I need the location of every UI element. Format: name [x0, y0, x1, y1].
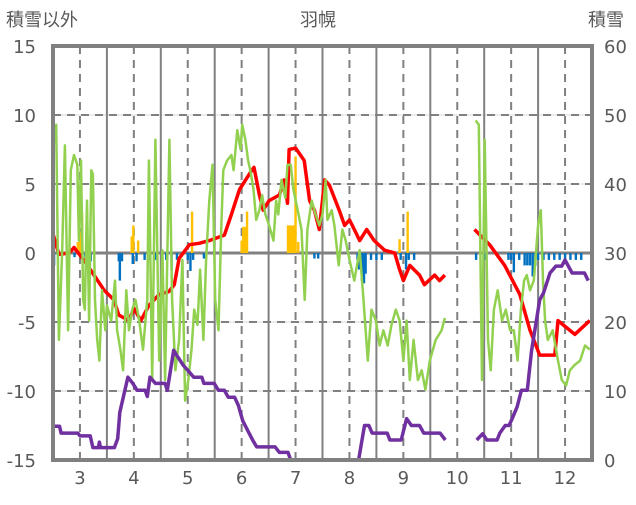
blue-bar: [369, 253, 373, 260]
blue-bar: [531, 253, 534, 277]
orange-bar: [286, 225, 290, 253]
y-right-tick-label: 40: [604, 175, 627, 196]
blue-bar: [399, 253, 402, 260]
blue-bar: [509, 253, 513, 260]
blue-bar: [569, 253, 572, 260]
orange-bar: [190, 211, 194, 253]
blue-bar: [186, 253, 189, 260]
left-axis-label: 積雪以外: [6, 10, 78, 31]
chart-title: 羽幌: [300, 10, 336, 31]
y-left-tick-label: 5: [25, 175, 36, 196]
y-right-tick-label: 0: [604, 451, 615, 472]
x-tick-label: 3: [74, 468, 85, 489]
x-tick-label: 4: [128, 468, 139, 489]
x-tick-label: 11: [500, 468, 523, 489]
blue-bar: [189, 253, 192, 271]
orange-bar: [78, 232, 82, 253]
y-right-tick-label: 50: [604, 106, 627, 127]
y-left-tick-label: 0: [25, 244, 36, 265]
y-left-tick-label: 10: [13, 106, 36, 127]
y-right-tick-label: 10: [604, 382, 627, 403]
orange-bar: [398, 239, 401, 253]
orange-bar: [245, 211, 249, 253]
blue-bar: [357, 253, 361, 270]
blue-bar: [523, 253, 526, 266]
lines: [51, 119, 591, 462]
x-tick-label: 9: [398, 468, 409, 489]
blue-bar: [558, 253, 561, 260]
blue-bar: [375, 253, 378, 260]
orange-bar: [288, 225, 292, 253]
blue-bar: [404, 253, 408, 270]
orange-bar: [406, 211, 409, 253]
blue-bar: [135, 253, 138, 262]
x-tick-label: 10: [446, 468, 469, 489]
blue-bar: [528, 253, 532, 266]
green-series-line: [51, 119, 591, 402]
blue-bar: [474, 253, 478, 260]
orange-bar: [240, 240, 243, 253]
blue-bar: [536, 253, 540, 260]
x-tick-label: 7: [290, 468, 301, 489]
orange-bar: [132, 225, 135, 253]
right-axis-label: 積雪: [588, 10, 624, 31]
y-right-tick-label: 60: [604, 37, 627, 58]
blue-bar: [412, 253, 416, 260]
x-tick-label: 8: [344, 468, 355, 489]
blue-bar: [316, 253, 320, 259]
y-left-tick-label: -10: [7, 382, 36, 403]
blue-bar: [507, 253, 510, 260]
orange-bar: [76, 241, 79, 253]
blue-bar: [380, 253, 383, 260]
blue-bar: [580, 253, 583, 260]
blue-bar: [313, 253, 316, 259]
blue-bar: [563, 253, 567, 260]
orange-bar: [291, 225, 294, 253]
blue-bar: [154, 253, 157, 260]
blue-bar: [547, 253, 551, 260]
blue-bar: [526, 253, 529, 266]
orange-bar: [297, 241, 300, 253]
blue-bar: [407, 253, 410, 260]
y-right-tick-label: 30: [604, 244, 627, 265]
orange-bar: [136, 240, 140, 253]
x-tick-label: 5: [182, 468, 193, 489]
purple-series-line: [53, 258, 590, 462]
blue-bar: [202, 253, 206, 259]
blue-bar: [512, 253, 516, 273]
orange-bar: [242, 226, 245, 253]
blue-bar: [191, 253, 195, 260]
blue-bar: [131, 253, 134, 265]
plot-border: [51, 44, 594, 462]
orange-bar: [130, 236, 133, 253]
blue-bar: [518, 253, 521, 260]
plot-frame: [51, 44, 594, 462]
blue-bar: [143, 253, 146, 260]
blue-bar: [175, 253, 179, 260]
blue-bar: [120, 253, 124, 262]
blue-bar: [118, 253, 122, 281]
orange-bar: [244, 226, 247, 253]
y-left-tick-label: -5: [18, 313, 36, 334]
y-right-tick-label: 20: [604, 313, 627, 334]
blue-bar: [553, 253, 556, 260]
blue-bar: [362, 253, 366, 284]
x-tick-label: 6: [236, 468, 247, 489]
blue-bar: [364, 253, 367, 274]
y-left-tick-label: 15: [13, 37, 36, 58]
blue-bar: [574, 253, 578, 260]
blue-bar: [73, 253, 76, 258]
x-tick-label: 12: [554, 468, 577, 489]
y-left-tick-label: -15: [7, 451, 36, 472]
